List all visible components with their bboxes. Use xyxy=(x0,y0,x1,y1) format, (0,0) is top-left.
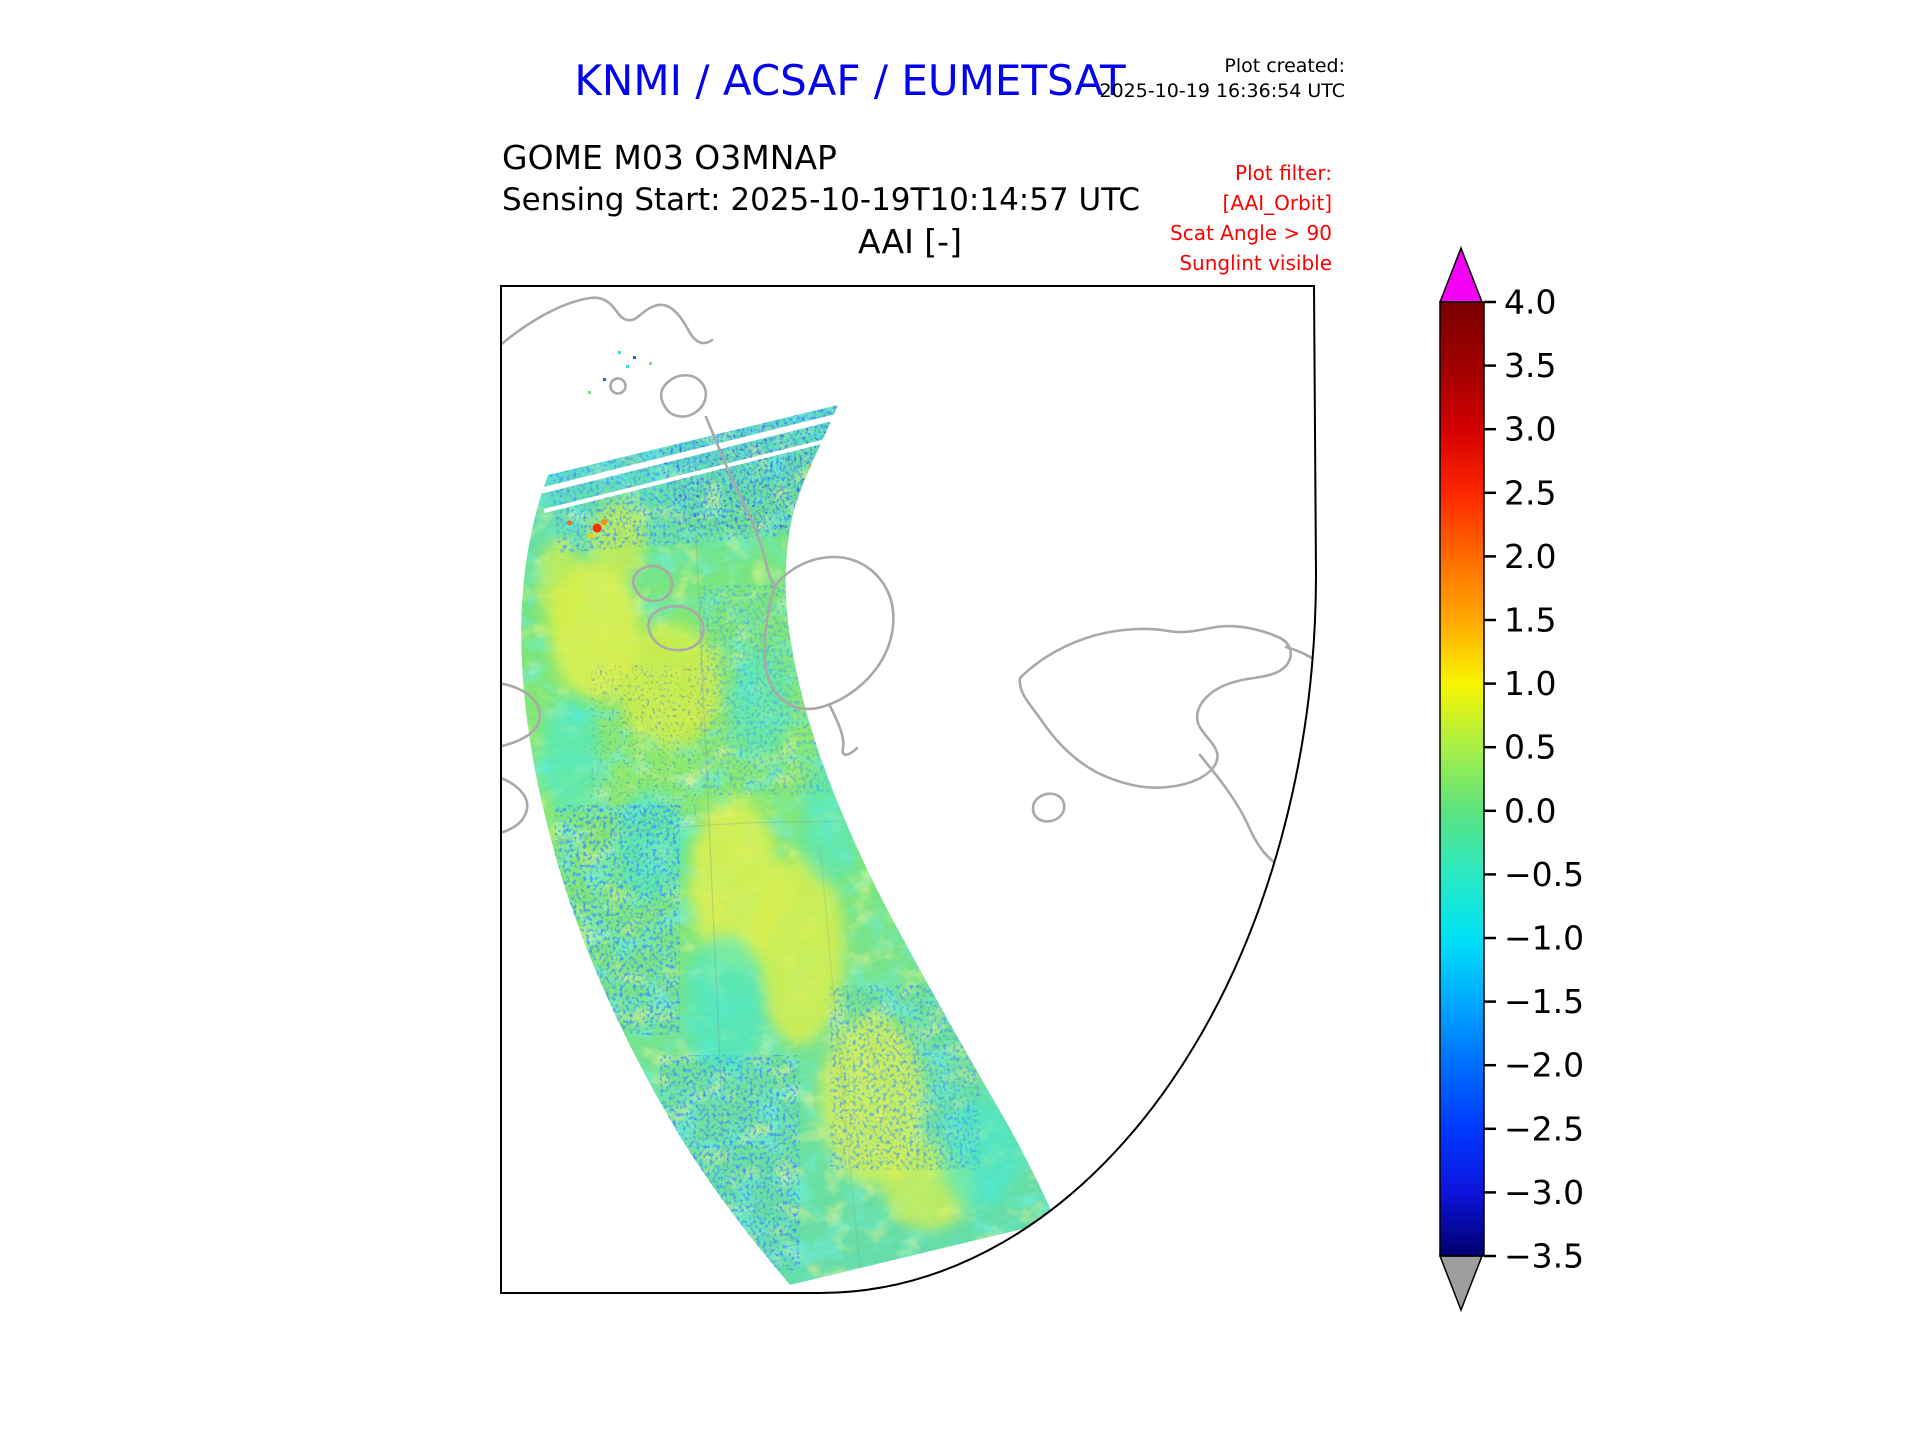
map-quantity-title: AAI [-] xyxy=(858,222,962,261)
colorbar-tick-label: 2.5 xyxy=(1504,473,1556,512)
colorbar-gradient-bar xyxy=(1439,301,1485,1257)
coastline-west-a xyxy=(501,681,542,749)
plot-created-value: 2025-10-19 16:36:54 UTC xyxy=(1099,80,1346,102)
colorbar-svg: 4.0 3.5 3.0 2.5 2.0 1.5 1.0 0.5 0.0 −0.5 −1.0 −1.5 −… xyxy=(1438,245,1584,1313)
sensing-start-label: Sensing Start: 2025-10-19T10:14:57 UTC xyxy=(502,182,1140,218)
colorbar-tick-label: −3.0 xyxy=(1504,1173,1584,1212)
coastline-island xyxy=(659,373,708,418)
colorbar-tick-label: 0.5 xyxy=(1504,728,1556,767)
plot-filter-line: [AAI_Orbit] xyxy=(1222,191,1332,215)
colorbar-tick-label: 1.5 xyxy=(1504,601,1556,640)
plot-created-label: Plot created: xyxy=(1224,55,1345,77)
colorbar-tick-label: 4.0 xyxy=(1504,283,1556,322)
plot-filter-line: Scat Angle > 90 xyxy=(1170,221,1332,245)
coastline-east-landmass xyxy=(1018,624,1292,789)
plot-filter-line: Sunglint visible xyxy=(1179,251,1332,275)
coastline-lake-1 xyxy=(631,564,674,603)
coastline-to-frame xyxy=(1284,645,1316,667)
colorbar-tick-label: −0.5 xyxy=(1504,855,1584,894)
colorbar-tick-label: 2.0 xyxy=(1504,537,1556,576)
coastline-inland-sea xyxy=(763,555,895,711)
product-title: GOME M03 O3MNAP xyxy=(502,138,837,177)
plot-filter-line: Plot filter: xyxy=(1235,161,1332,185)
coastlines xyxy=(501,296,1316,864)
colorbar-tick-label: −2.5 xyxy=(1504,1109,1584,1148)
colorbar-tick-label: 3.0 xyxy=(1504,410,1556,449)
map-contents xyxy=(501,296,1316,1285)
page-title: KNMI / ACSAF / EUMETSAT xyxy=(574,56,1126,105)
colorbar-tick-label: 1.0 xyxy=(1504,664,1556,703)
colorbar-over-arrow xyxy=(1438,245,1484,303)
swath-data-gaps xyxy=(539,414,837,513)
coastline-small-ring xyxy=(609,377,627,395)
swath-scanline-texture xyxy=(521,405,1057,1285)
plot-created-block: Plot created: 2025-10-19 16:36:54 UTC xyxy=(1040,54,1346,104)
coastline-stem xyxy=(704,415,777,588)
coastline-lake-2 xyxy=(647,604,705,652)
colorbar-tick-label: 3.5 xyxy=(1504,346,1556,385)
colorbar-tick-label: −2.0 xyxy=(1504,1046,1584,1085)
colorbar-tick-label: −1.5 xyxy=(1504,982,1584,1021)
colorbar-ticks: 4.0 3.5 3.0 2.5 2.0 1.5 1.0 0.5 0.0 −0.5 −1.0 −1.5 −… xyxy=(1484,283,1584,1276)
colorbar-tick-label: −1.0 xyxy=(1504,919,1584,958)
map-plot xyxy=(500,285,1318,1294)
coastline-peninsula xyxy=(1198,753,1276,864)
coastline-northwest xyxy=(501,296,714,349)
swath-detached-pixels xyxy=(588,351,652,394)
coastline-tail xyxy=(828,704,859,757)
coastline-island-b xyxy=(1031,792,1066,823)
map-frame xyxy=(500,285,1318,1294)
plot-filter-block: Plot filter: [AAI_Orbit] Scat Angle > 90… xyxy=(960,158,1332,278)
colorbar-tick-label: −3.5 xyxy=(1504,1237,1584,1276)
colorbar-under-arrow xyxy=(1438,1255,1484,1313)
colorbar-tick-label: 0.0 xyxy=(1504,791,1556,830)
aai-data-swath xyxy=(521,351,1057,1285)
coastline-west-b xyxy=(501,775,529,835)
